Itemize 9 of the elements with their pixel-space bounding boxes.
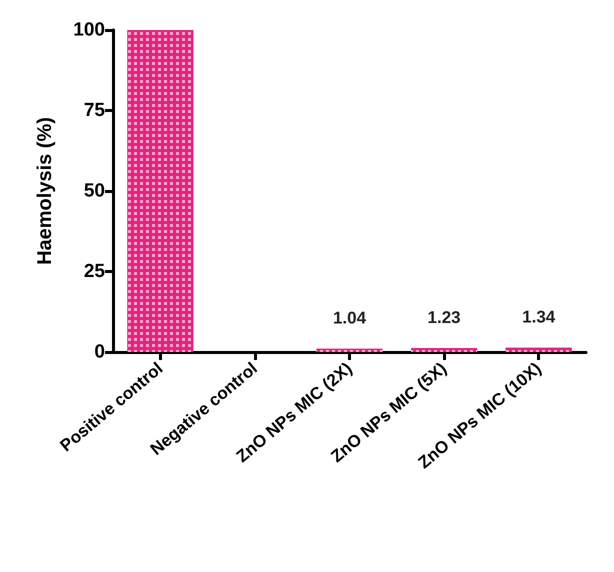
y-tick-label: 25 bbox=[84, 261, 106, 282]
y-tick-label: 75 bbox=[84, 100, 106, 121]
y-axis-title: Haemolysis (%) bbox=[34, 117, 56, 265]
y-tick-label: 0 bbox=[94, 342, 105, 362]
data-label: 1.23 bbox=[428, 308, 461, 328]
data-label: 1.34 bbox=[522, 308, 556, 327]
y-tick-label: 100 bbox=[73, 20, 105, 40]
y-tick-label: 50 bbox=[84, 180, 105, 202]
data-label: 1.04 bbox=[332, 308, 367, 328]
